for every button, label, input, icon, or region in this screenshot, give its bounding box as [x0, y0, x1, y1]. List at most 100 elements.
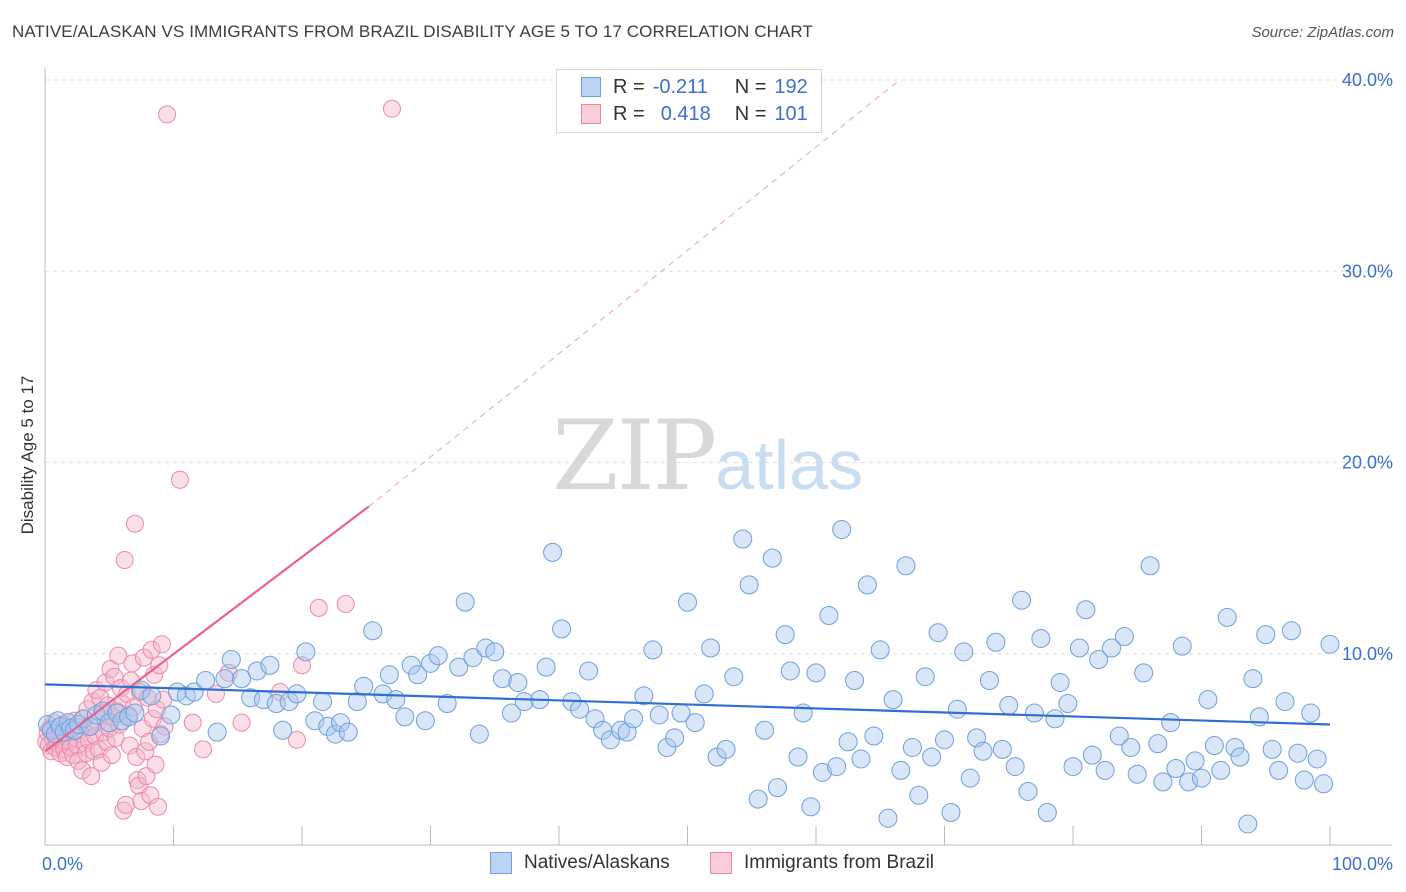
data-point-natives	[915, 667, 935, 687]
data-point-natives	[999, 695, 1019, 715]
data-point-natives	[780, 661, 800, 681]
data-point-natives	[273, 720, 293, 740]
data-point-natives	[883, 690, 903, 710]
data-point-brazil	[116, 795, 135, 814]
x-tick-label: 100.0%	[1332, 854, 1393, 874]
data-point-natives	[485, 642, 505, 662]
stats-legend: R = -0.211 N = 192 R = 0.418 N = 101	[556, 69, 822, 133]
y-tick-label: 20.0%	[1342, 453, 1393, 473]
data-point-brazil	[183, 713, 202, 732]
data-point-brazil	[146, 755, 165, 774]
data-point-brazil	[309, 598, 328, 617]
legend-swatch-blue	[581, 77, 601, 97]
data-point-natives	[838, 732, 858, 752]
data-point-natives	[767, 778, 787, 798]
y-axis-title: Disability Age 5 to 17	[18, 375, 37, 535]
legend-n-value: 101	[774, 102, 808, 125]
data-point-natives	[296, 642, 316, 662]
data-point-brazil	[382, 99, 401, 118]
data-point-natives	[806, 663, 826, 683]
data-point-natives	[657, 737, 677, 757]
data-point-natives	[1172, 636, 1192, 656]
data-point-natives	[1058, 693, 1078, 713]
data-point-natives	[793, 703, 813, 723]
data-point-brazil	[129, 776, 148, 795]
data-point-brazil	[97, 732, 116, 751]
data-point-natives	[449, 657, 469, 677]
data-point-natives	[395, 707, 415, 727]
trend-lines	[44, 505, 1331, 753]
data-point-natives	[1082, 745, 1102, 765]
data-point-natives	[748, 789, 768, 809]
x-tick-label: 0.0%	[42, 854, 83, 874]
data-point-natives	[1024, 703, 1044, 723]
data-point-natives	[1269, 760, 1289, 780]
data-point-natives	[928, 623, 948, 643]
data-point-natives	[386, 690, 406, 710]
data-point-natives	[1204, 736, 1224, 756]
data-point-natives	[801, 797, 821, 817]
data-point-natives	[1153, 772, 1173, 792]
data-point-natives	[922, 747, 942, 767]
data-point-natives	[716, 739, 736, 759]
data-point-natives	[909, 785, 929, 805]
data-point-natives	[1256, 625, 1276, 645]
data-point-brazil	[155, 717, 174, 736]
data-point-natives	[401, 655, 421, 675]
data-point-natives	[600, 730, 620, 750]
data-point-natives	[338, 722, 358, 742]
data-point-natives	[421, 653, 440, 673]
data-point-brazil	[149, 797, 168, 816]
data-point-natives	[1140, 556, 1160, 576]
data-point-natives	[891, 760, 911, 780]
data-point-brazil	[125, 514, 144, 533]
data-point-natives	[1185, 751, 1205, 771]
data-point-natives	[1095, 760, 1115, 780]
chart-title: NATIVE/ALASKAN VS IMMIGRANTS FROM BRAZIL…	[12, 22, 813, 41]
data-point-natives	[305, 711, 325, 731]
trend-extension-brazil	[368, 79, 900, 507]
data-point-natives	[1320, 634, 1340, 654]
data-point-natives	[947, 699, 967, 719]
data-point-natives	[1230, 747, 1250, 767]
legend-swatch-pink	[710, 852, 732, 874]
data-point-natives	[1114, 627, 1134, 647]
data-point-brazil	[102, 746, 121, 765]
data-point-natives	[643, 640, 663, 660]
tick-labels: 10.0% 20.0% 30.0% 40.0% 0.0% 100.0%	[42, 70, 1393, 874]
data-point-natives	[492, 669, 512, 689]
data-point-natives	[624, 709, 644, 729]
series-legend: Natives/Alaskans Immigrants from Brazil	[0, 852, 1406, 876]
data-point-natives	[733, 529, 753, 549]
data-point-natives	[1037, 802, 1057, 822]
legend-n-label: N =	[734, 102, 767, 125]
watermark-atlas: atlas	[715, 426, 864, 504]
data-point-natives	[1288, 743, 1308, 763]
data-point-natives	[437, 693, 457, 713]
y-tick-label: 10.0%	[1342, 644, 1393, 664]
data-point-brazil	[158, 105, 177, 124]
data-point-natives	[1179, 772, 1199, 792]
data-point-natives	[611, 720, 631, 740]
data-point-natives	[1148, 734, 1168, 754]
data-point-natives	[1109, 726, 1129, 746]
data-point-natives	[1134, 663, 1154, 683]
data-point-natives	[755, 720, 775, 740]
data-point-natives	[649, 705, 669, 725]
data-point-brazil	[92, 753, 111, 772]
data-point-natives	[1005, 757, 1025, 777]
data-point-natives	[363, 621, 383, 641]
data-point-natives	[634, 686, 654, 706]
data-point-natives	[1294, 770, 1314, 790]
data-point-natives	[1217, 607, 1237, 627]
data-point-natives	[131, 680, 151, 700]
data-point-natives	[501, 703, 521, 723]
data-point-natives	[93, 701, 113, 721]
data-point-brazil	[115, 551, 134, 570]
data-point-natives	[878, 808, 898, 828]
data-point-natives	[827, 757, 847, 777]
legend-n-value: 192	[774, 75, 808, 98]
data-point-natives	[812, 762, 832, 782]
data-point-natives	[1089, 649, 1109, 669]
data-point-natives	[1238, 814, 1258, 834]
